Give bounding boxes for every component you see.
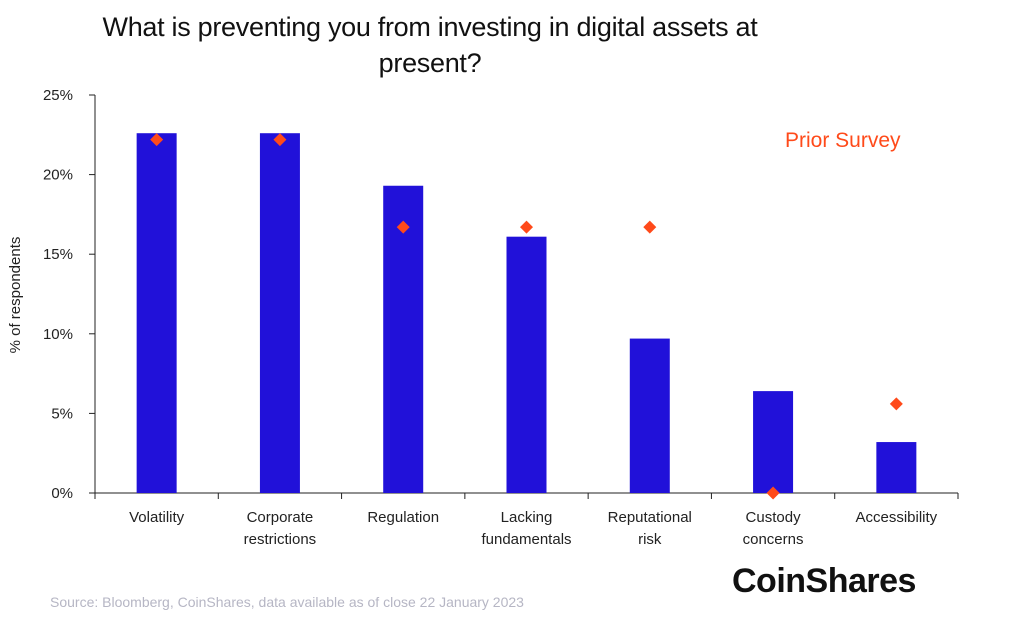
bar	[506, 236, 547, 494]
y-axis-title: % of respondents	[7, 237, 24, 354]
prior-survey-marker	[766, 486, 780, 500]
prior-survey-marker	[150, 133, 164, 147]
bar	[629, 338, 670, 493]
legend: Prior Survey	[785, 129, 901, 152]
bar	[136, 133, 177, 493]
x-category-label: Reputational risk	[608, 509, 692, 548]
legend-label: Prior Survey	[785, 129, 901, 152]
y-tick-label: 5%	[51, 405, 73, 422]
y-tick-label: 0%	[51, 485, 73, 502]
prior-survey-marker	[520, 220, 533, 234]
x-category-label: Custody concerns	[743, 509, 804, 548]
prior-survey-marker	[889, 397, 903, 411]
x-category-label: Corporate restrictions	[244, 509, 317, 548]
chart-title-line-1: What is preventing you from investing in…	[102, 12, 758, 42]
bar	[383, 185, 424, 493]
bar	[259, 133, 300, 493]
y-tick-label: 25%	[43, 87, 73, 104]
brand-logo: CoinShares	[732, 562, 916, 600]
source-note: Source: Bloomberg, CoinShares, data avai…	[50, 594, 524, 610]
prior-survey-series	[150, 133, 903, 500]
y-tick-label: 15%	[43, 246, 73, 263]
x-category-label: Regulation	[367, 509, 439, 526]
x-category-label: Lacking fundamentals	[481, 509, 571, 548]
x-axis: Volatility Corporate restrictions Regulatio…	[94, 492, 959, 548]
bar	[753, 391, 794, 493]
bar-series	[136, 133, 917, 494]
x-category-label: Volatility	[129, 509, 185, 526]
bar	[876, 442, 917, 493]
y-tick-label: 10%	[43, 326, 73, 343]
prior-survey-marker	[396, 220, 410, 234]
y-axis: 0% 5% 10% 15% 20% 25%	[43, 87, 96, 502]
prior-survey-marker	[643, 220, 657, 234]
y-tick-label: 20%	[43, 167, 73, 184]
chart-title-line-2: present?	[378, 48, 482, 78]
x-category-label: Accessibility	[856, 509, 938, 526]
prior-survey-marker	[273, 133, 287, 147]
